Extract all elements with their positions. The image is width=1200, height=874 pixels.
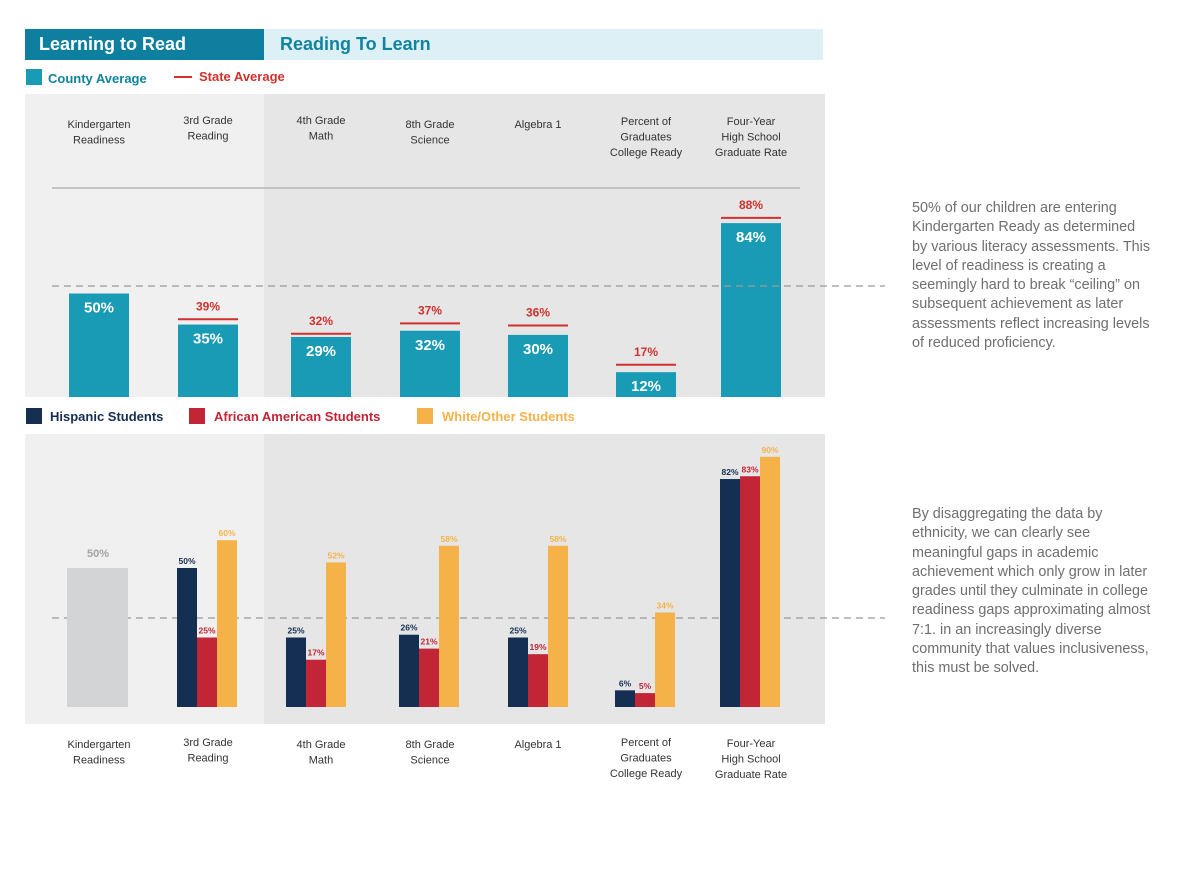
top-category-label: 4th Grade Math	[297, 115, 346, 143]
hispanic-value-label: 25%	[287, 626, 304, 636]
white_other-value-label: 58%	[440, 534, 457, 544]
bottom-category-label: Algebra 1	[514, 739, 561, 751]
tab-reading-to-learn: Reading To Learn	[264, 29, 823, 60]
state-average-swatch	[174, 76, 192, 78]
african_american-value-label: 5%	[639, 681, 652, 691]
hispanic-value-label: 6%	[619, 678, 632, 688]
bottom-category-label: Four-Year High School Graduate Rate	[715, 738, 787, 781]
african_american-value-label: 25%	[198, 626, 215, 636]
top-category-label: Percent of Graduates College Ready	[610, 116, 683, 159]
african-american-swatch	[189, 408, 205, 424]
white_other-value-label: 58%	[549, 534, 566, 544]
bottom-category-label: Kindergarten Readiness	[68, 739, 131, 767]
top-category-label: 8th Grade Science	[406, 119, 455, 147]
top-category-label: Four-Year High School Graduate Rate	[715, 116, 787, 159]
kindergarten-reference-label: 50%	[87, 548, 109, 560]
bottom-category-label: Percent of Graduates College Ready	[610, 737, 683, 780]
white_other-bar	[655, 612, 675, 707]
african_american-bar	[419, 648, 439, 707]
state-value-label: 37%	[418, 303, 442, 317]
hispanic-swatch	[26, 408, 42, 424]
county-value-label: 50%	[84, 300, 114, 317]
white_other-value-label: 52%	[327, 550, 344, 560]
white_other-value-label: 34%	[656, 600, 673, 610]
county-average-swatch	[26, 69, 42, 85]
african_american-value-label: 17%	[307, 648, 324, 658]
side-text-bottom: By disaggregating the data by ethnicity,…	[912, 506, 1151, 677]
african_american-value-label: 19%	[529, 642, 546, 652]
county-value-label: 12%	[631, 378, 661, 395]
hispanic-bar	[399, 634, 419, 707]
county-bar	[400, 330, 460, 397]
county-value-label: 29%	[306, 343, 336, 360]
county-value-label: 32%	[415, 337, 445, 354]
african_american-bar	[306, 659, 326, 707]
white_other-bar	[217, 540, 237, 707]
hispanic-legend: Hispanic Students	[50, 409, 164, 424]
hispanic-bar	[720, 479, 740, 707]
county-average-legend: County Average	[48, 71, 147, 86]
white-other-swatch	[417, 408, 433, 424]
hispanic-value-label: 50%	[178, 556, 195, 566]
white-other-legend: White/Other Students	[442, 409, 575, 424]
african_american-bar	[740, 476, 760, 707]
county-value-label: 84%	[736, 229, 766, 246]
county-bar	[721, 223, 781, 397]
hispanic-bar	[286, 637, 306, 707]
white_other-bar	[439, 545, 459, 707]
bottom-category-label: 8th Grade Science	[406, 739, 455, 767]
state-value-label: 39%	[196, 299, 220, 313]
county-bar	[616, 372, 676, 397]
white_other-value-label: 60%	[218, 528, 235, 538]
hispanic-bar	[615, 690, 635, 707]
top-category-label: Algebra 1	[514, 119, 561, 131]
african-american-legend: African American Students	[214, 409, 381, 424]
bottom-category-label: 4th Grade Math	[297, 739, 346, 767]
white_other-bar	[326, 562, 346, 707]
state-value-label: 88%	[739, 198, 763, 212]
county-bar	[291, 336, 351, 397]
kindergarten-reference-bar	[67, 568, 128, 707]
african_american-bar	[635, 693, 655, 707]
hispanic-bar	[508, 637, 528, 707]
top-category-label: Kindergarten Readiness	[68, 119, 131, 147]
bottom-category-label: 3rd Grade Reading	[183, 737, 233, 765]
african_american-bar	[197, 637, 217, 707]
county-value-label: 35%	[193, 331, 223, 348]
african_american-bar	[528, 654, 548, 707]
county-value-label: 30%	[523, 341, 553, 358]
state-value-label: 32%	[309, 314, 333, 328]
county-bar	[508, 334, 568, 397]
hispanic-bar	[177, 568, 197, 707]
county-bar	[69, 293, 129, 397]
state-average-legend: State Average	[199, 69, 285, 84]
hispanic-value-label: 82%	[721, 467, 738, 477]
hispanic-value-label: 25%	[509, 626, 526, 636]
county-bar	[178, 324, 238, 397]
state-value-label: 17%	[634, 345, 658, 359]
top-category-label: 3rd Grade Reading	[183, 115, 233, 143]
state-value-label: 36%	[526, 305, 550, 319]
african_american-value-label: 83%	[741, 464, 758, 474]
tab-learning-to-read: Learning to Read	[25, 29, 264, 60]
white_other-bar	[548, 545, 568, 707]
hispanic-value-label: 26%	[400, 623, 417, 633]
white_other-value-label: 90%	[761, 445, 778, 455]
white_other-bar	[760, 456, 780, 707]
african_american-value-label: 21%	[420, 637, 437, 647]
side-text-top: 50% of our children are entering Kinderg…	[912, 200, 1151, 352]
